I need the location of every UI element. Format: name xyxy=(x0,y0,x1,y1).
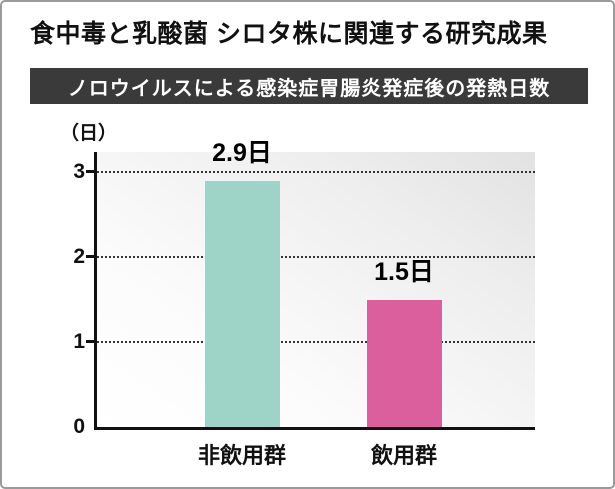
y-tick-label-1: 1 xyxy=(73,330,85,353)
y-tick-label-0: 0 xyxy=(73,415,85,438)
bar-飲用群 xyxy=(367,299,442,427)
page-title: 食中毒と乳酸菌 シロタ株に関連する研究成果 xyxy=(30,20,548,48)
gridline-1 xyxy=(97,341,535,343)
bar-非飲用群 xyxy=(205,180,280,427)
y-tick-1 xyxy=(86,340,94,343)
y-tick-2 xyxy=(86,255,94,258)
x-category-label-非飲用群: 非飲用群 xyxy=(197,443,287,468)
y-axis-unit-label: （日） xyxy=(60,123,118,144)
gridline-3 xyxy=(97,171,535,173)
y-tick-label-3: 3 xyxy=(73,160,85,183)
y-tick-3 xyxy=(86,170,94,173)
value-label-非飲用群: 2.9日 xyxy=(212,138,272,167)
x-category-label-飲用群: 飲用群 xyxy=(370,443,438,468)
value-label-飲用群: 1.5日 xyxy=(374,257,434,286)
y-tick-label-2: 2 xyxy=(73,245,85,268)
chart-subtitle-banner: ノロウイルスによる感染症胃腸炎発症後の発熱日数 xyxy=(30,68,588,104)
x-axis-line xyxy=(94,427,535,430)
gridline-2 xyxy=(97,256,535,258)
y-axis-line xyxy=(94,152,97,430)
plot-area: 0 1 2 3 2.9日非飲用群 1.5日飲用群 xyxy=(73,139,535,468)
